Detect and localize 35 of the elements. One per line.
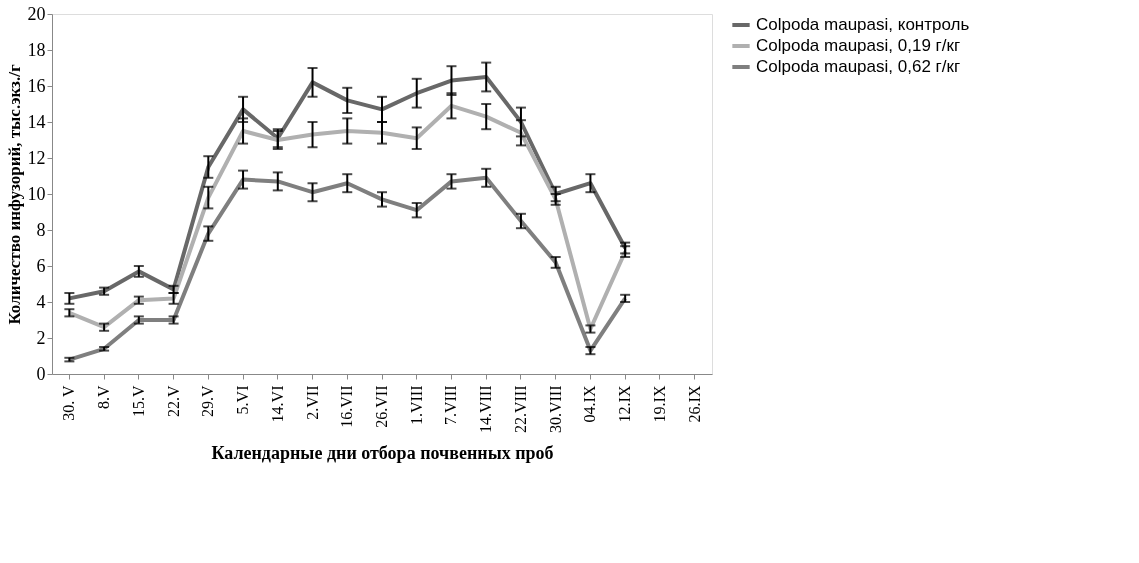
- y-tick-label: 14: [27, 111, 46, 132]
- legend-label: Colpoda maupasi, 0,62 г/кг: [756, 57, 961, 76]
- x-tick-label: 26.VII: [373, 385, 390, 428]
- x-tick-label: 16.VII: [338, 385, 356, 428]
- x-tick-label: 5.VI: [234, 385, 252, 415]
- x-tick-label: 19.IX: [650, 385, 668, 423]
- y-axis-title: Количество инфузорий, тыс.экз./г: [4, 64, 24, 325]
- x-tick-label: 04.IX: [581, 385, 599, 423]
- y-tick-label: 8: [36, 219, 46, 240]
- y-tick-label: 6: [36, 255, 46, 276]
- x-tick-label: 7.VIII: [442, 385, 460, 426]
- y-tick-label: 10: [27, 183, 46, 204]
- x-tick-label: 30. V: [60, 385, 78, 421]
- y-tick-label: 18: [27, 39, 46, 60]
- y-tick-label: 16: [27, 75, 46, 96]
- x-tick-label: 22.V: [164, 385, 182, 418]
- x-tick-label: 2.VII: [303, 385, 321, 420]
- x-tick-label: 26.IX: [685, 385, 703, 423]
- x-tick-label: 1.VIII: [407, 385, 425, 426]
- y-tick-label: 4: [36, 291, 46, 312]
- x-tick-label: 14.VI: [268, 385, 286, 423]
- y-tick-label: 20: [27, 3, 46, 24]
- x-tick-label: 30.VIII: [546, 385, 564, 434]
- x-tick-label: 14.VIII: [477, 385, 495, 434]
- x-tick-label: 8.V: [95, 385, 113, 410]
- x-axis-title: Календарные дни отбора почвенных проб: [211, 443, 554, 464]
- x-tick-label: 15.V: [129, 385, 147, 418]
- x-tick-label: 12.IX: [616, 385, 634, 423]
- legend-label: Colpoda maupasi, 0,19 г/кг: [756, 36, 961, 55]
- x-tick-label: 29.V: [199, 385, 217, 418]
- y-tick-label: 0: [36, 363, 46, 384]
- legend-label: Colpoda maupasi, контроль: [756, 15, 970, 34]
- y-tick-label: 2: [36, 327, 46, 348]
- y-tick-label: 12: [27, 147, 46, 168]
- x-tick-label: 22.VIII: [511, 385, 529, 434]
